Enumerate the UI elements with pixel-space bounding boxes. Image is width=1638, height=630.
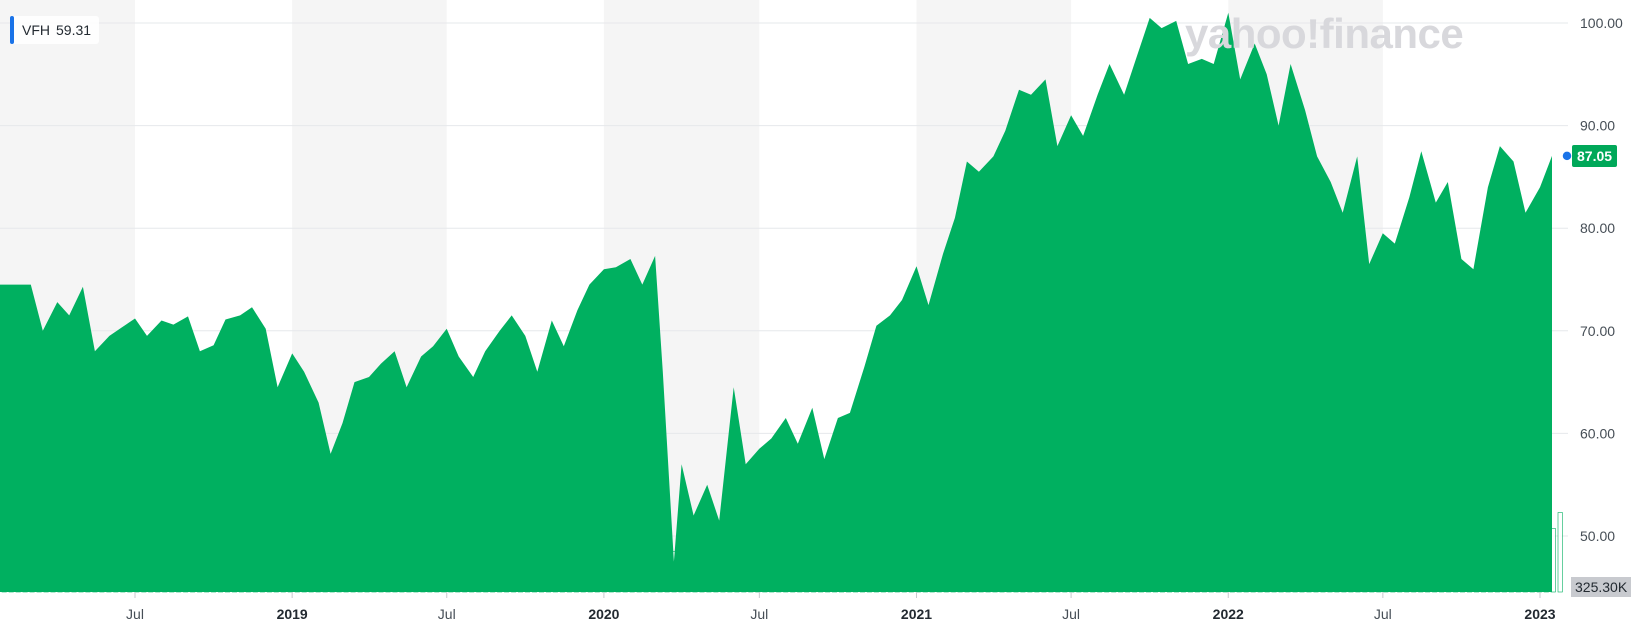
ticker-legend[interactable]: VFH 59.31: [10, 16, 100, 44]
y-tick-label: 90.00: [1580, 118, 1615, 134]
x-tick-label: Jul: [1374, 606, 1392, 622]
last-volume-badge: 325.30K: [1571, 577, 1632, 597]
x-tick-label: 2021: [901, 606, 932, 622]
x-tick-label: Jul: [1062, 606, 1080, 622]
y-tick-label: 80.00: [1580, 220, 1615, 236]
last-price-badge: 87.05: [1572, 144, 1618, 167]
y-tick-label: 60.00: [1580, 425, 1615, 441]
x-tick-label: Jul: [438, 606, 456, 622]
volume-bar: [1557, 512, 1563, 593]
ticker-value: 59.31: [56, 22, 92, 38]
x-tick-label: 2022: [1213, 606, 1244, 622]
x-tick-label: 2019: [277, 606, 308, 622]
legend-swatch-icon: [10, 16, 14, 44]
x-tick-label: 2020: [588, 606, 619, 622]
yahoo-finance-watermark: yahoo!finance: [1185, 10, 1464, 57]
y-axis: 50.00 60.00 70.00 80.00 90.00 100.00: [1580, 15, 1623, 544]
x-tick-label: Jul: [126, 606, 144, 622]
ticker-symbol: VFH: [22, 22, 50, 38]
y-tick-label: 50.00: [1580, 528, 1615, 544]
x-axis: Jul 2019 Jul 2020 Jul 2021 Jul 2022 Jul 2023: [126, 592, 1556, 622]
y-tick-label: 100.00: [1580, 15, 1623, 31]
price-area: [0, 12, 1552, 592]
x-tick-label: 2023: [1524, 606, 1555, 622]
last-price-dot: [1561, 150, 1573, 162]
x-tick-label: Jul: [750, 606, 768, 622]
y-tick-label: 70.00: [1580, 323, 1615, 339]
